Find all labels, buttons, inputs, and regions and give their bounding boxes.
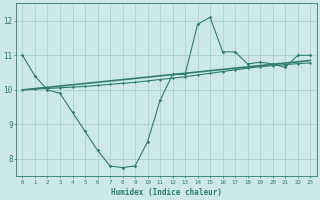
X-axis label: Humidex (Indice chaleur): Humidex (Indice chaleur) (111, 188, 222, 197)
